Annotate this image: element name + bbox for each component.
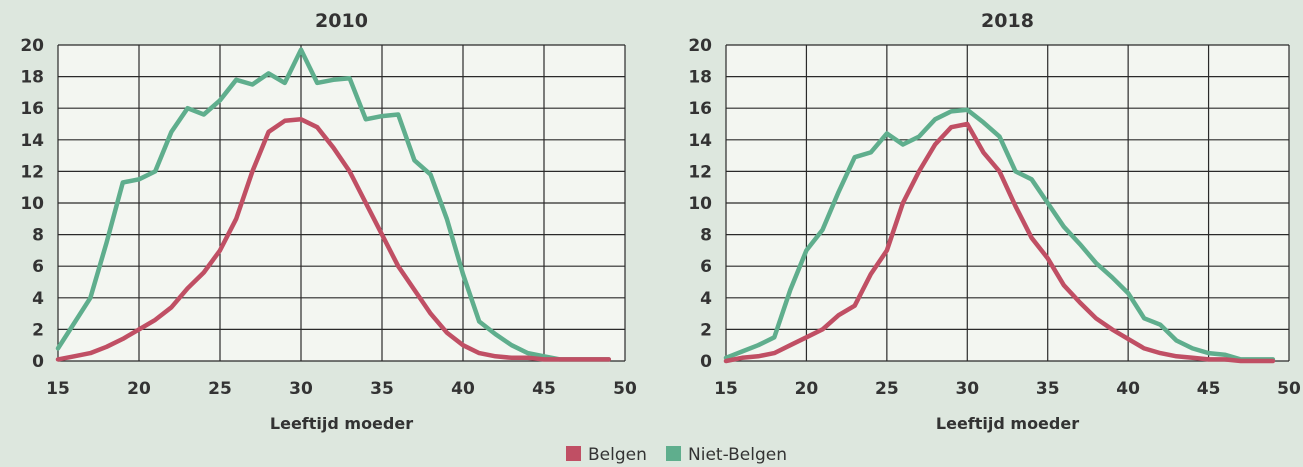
series-line-niet-belgen	[55, 47, 612, 362]
y-tick-label: 0	[700, 352, 712, 372]
y-tick-label: 2	[32, 320, 44, 340]
x-tick-label: 50	[1277, 379, 1301, 399]
legend-label: Belgen	[588, 445, 647, 465]
legend: Belgen Niet-Belgen	[566, 445, 787, 465]
y-tick-label: 6	[32, 257, 44, 277]
x-tick-label: 50	[613, 379, 637, 399]
chart-panel-2010: 0 2 4 6 8 10 12 14 16 18 20 15 20 25 30 35 40 45 50 2010 Lee…	[20, 10, 637, 433]
chart-title: 2010	[315, 10, 368, 32]
x-tick-label: 25	[208, 379, 232, 399]
y-tick-label: 8	[700, 226, 712, 246]
y-tick-label: 16	[20, 99, 44, 119]
chart-panel-2018: 0 2 4 6 8 10 12 14 16 18 20 15 20 25 30 35 40 45 50 2018 Lee…	[688, 10, 1301, 433]
y-tick-label: 14	[20, 131, 44, 151]
series-line-belgen	[723, 121, 1276, 364]
x-axis-label: Leeftijd moeder	[936, 414, 1079, 433]
x-tick-label: 45	[1197, 379, 1221, 399]
x-tick-label: 15	[714, 379, 738, 399]
legend-swatch-belgen	[566, 446, 581, 461]
x-tick-label: 40	[451, 379, 475, 399]
y-tick-label: 18	[20, 68, 44, 88]
x-tick-label: 35	[370, 379, 394, 399]
legend-label: Niet-Belgen	[688, 445, 787, 465]
legend-swatch-niet-belgen	[666, 446, 681, 461]
x-tick-label: 35	[1036, 379, 1060, 399]
y-tick-label: 8	[32, 226, 44, 246]
x-axis-label: Leeftijd moeder	[270, 414, 413, 433]
x-tick-label: 15	[46, 379, 70, 399]
series-line-niet-belgen	[723, 107, 1276, 362]
x-tick-label: 20	[127, 379, 151, 399]
x-tick-label: 45	[532, 379, 556, 399]
x-tick-label: 40	[1116, 379, 1140, 399]
y-tick-label: 4	[32, 289, 44, 309]
y-tick-label: 6	[700, 257, 712, 277]
y-tick-label: 14	[688, 131, 712, 151]
y-tick-label: 16	[688, 99, 712, 119]
series-line-belgen	[55, 117, 612, 362]
chart-title: 2018	[981, 10, 1034, 32]
y-tick-label: 18	[688, 68, 712, 88]
x-tick-label: 25	[875, 379, 899, 399]
y-tick-label: 10	[688, 194, 712, 214]
x-tick-label: 30	[289, 379, 313, 399]
y-tick-label: 10	[20, 194, 44, 214]
x-tick-label: 30	[955, 379, 979, 399]
y-tick-label: 12	[688, 162, 712, 182]
y-tick-label: 4	[700, 289, 712, 309]
y-tick-label: 0	[32, 352, 44, 372]
y-tick-label: 20	[20, 36, 44, 56]
y-tick-label: 2	[700, 320, 712, 340]
x-tick-label: 20	[795, 379, 819, 399]
y-tick-label: 12	[20, 162, 44, 182]
y-tick-label: 20	[688, 36, 712, 56]
